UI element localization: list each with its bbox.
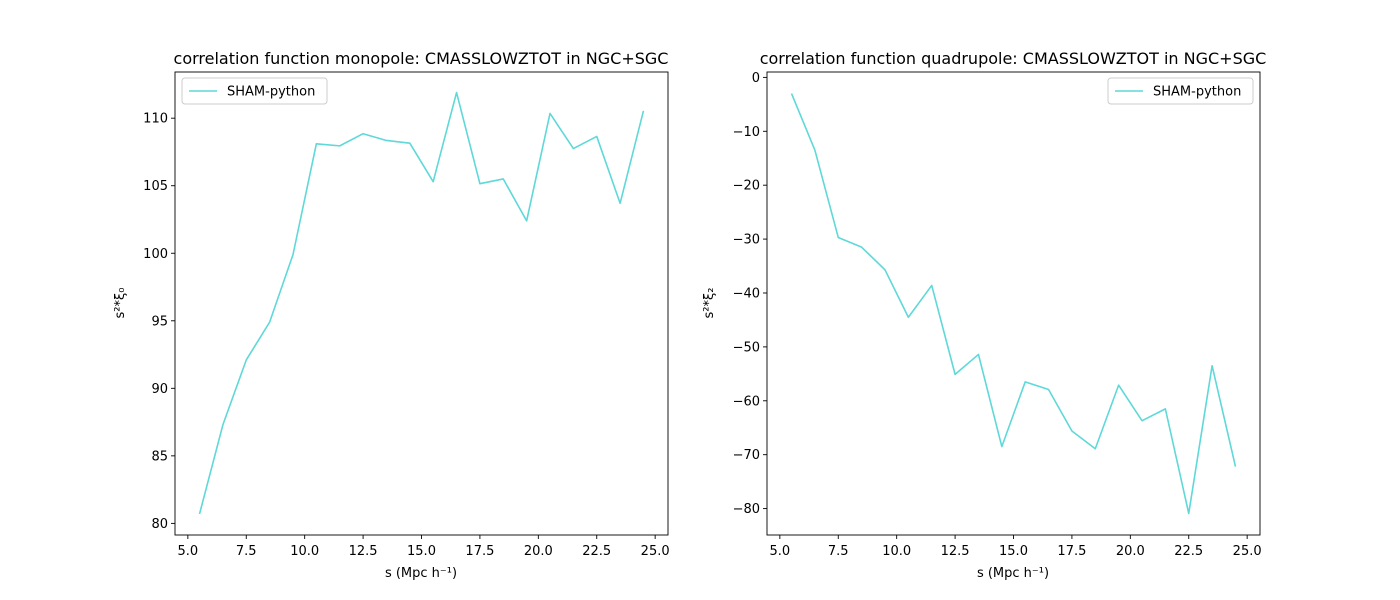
monopole-legend-label: SHAM-python (227, 85, 315, 100)
quadrupole-legend-box (1107, 77, 1254, 105)
quadrupole-x-tick-label: 25.0 (1233, 544, 1262, 559)
monopole-x-tick-label: 17.5 (465, 544, 494, 559)
quadrupole-x-tick-label: 22.5 (1174, 544, 1203, 559)
monopole-y-tick-label: 80 (151, 517, 168, 532)
monopole-y-tick-label: 100 (143, 247, 168, 262)
monopole-x-tick-label: 7.5 (236, 544, 257, 559)
monopole-x-tick-label: 10.0 (290, 544, 319, 559)
quadrupole-y-tick-label: −10 (733, 125, 760, 140)
monopole-y-tick-label: 90 (151, 382, 168, 397)
monopole-y-tick-label: 110 (143, 112, 168, 127)
quadrupole-x-tick-label: 7.5 (828, 544, 849, 559)
monopole-x-tick-label: 20.0 (524, 544, 553, 559)
quadrupole-y-tick-label: −80 (733, 502, 760, 517)
monopole-x-tick-label: 5.0 (178, 544, 199, 559)
quadrupole-y-tick-label: −30 (733, 233, 760, 248)
monopole-x-axis-label: s (Mpc h⁻¹) (385, 566, 457, 581)
quadrupole-legend: SHAM-python (1107, 77, 1254, 105)
monopole-title: correlation function monopole: CMASSLOWZ… (174, 49, 669, 68)
monopole-panel: correlation function monopole: CMASSLOWZ… (113, 49, 670, 581)
quadrupole-panel: correlation function quadrupole: CMASSLO… (702, 49, 1266, 581)
quadrupole-y-axis-label: s²*ξ₂ (702, 288, 717, 319)
monopole-y-tick-label: 95 (151, 314, 168, 329)
quadrupole-x-tick-label: 10.0 (882, 544, 911, 559)
quadrupole-y-tick-label: −20 (733, 179, 760, 194)
monopole-legend-box (181, 77, 328, 105)
quadrupole-x-tick-label: 12.5 (941, 544, 970, 559)
monopole-y-tick-label: 85 (151, 449, 168, 464)
monopole-legend: SHAM-python (181, 77, 328, 105)
monopole-x-tick-label: 12.5 (349, 544, 378, 559)
monopole-y-axis-label: s²*ξ₀ (113, 288, 128, 319)
monopole-y-tick-label: 105 (143, 179, 168, 194)
quadrupole-series-line-0 (790, 93, 1237, 515)
quadrupole-y-tick-label: −70 (733, 448, 760, 463)
quadrupole-x-tick-label: 17.5 (1057, 544, 1086, 559)
quadrupole-y-tick-label: −50 (733, 340, 760, 355)
quadrupole-x-tick-label: 20.0 (1116, 544, 1145, 559)
monopole-x-tick-label: 15.0 (407, 544, 436, 559)
quadrupole-x-tick-label: 5.0 (770, 544, 791, 559)
quadrupole-x-axis-label: s (Mpc h⁻¹) (977, 566, 1049, 581)
monopole-series-line-0 (198, 91, 645, 515)
quadrupole-y-tick-label: −40 (733, 286, 760, 301)
quadrupole-x-tick-label: 15.0 (999, 544, 1028, 559)
quadrupole-legend-label: SHAM-python (1153, 85, 1241, 100)
monopole-x-tick-label: 25.0 (641, 544, 670, 559)
quadrupole-y-tick-label: 0 (752, 71, 760, 86)
quadrupole-title: correlation function quadrupole: CMASSLO… (760, 49, 1267, 68)
quadrupole-y-tick-label: −60 (733, 394, 760, 409)
monopole-x-tick-label: 22.5 (582, 544, 611, 559)
